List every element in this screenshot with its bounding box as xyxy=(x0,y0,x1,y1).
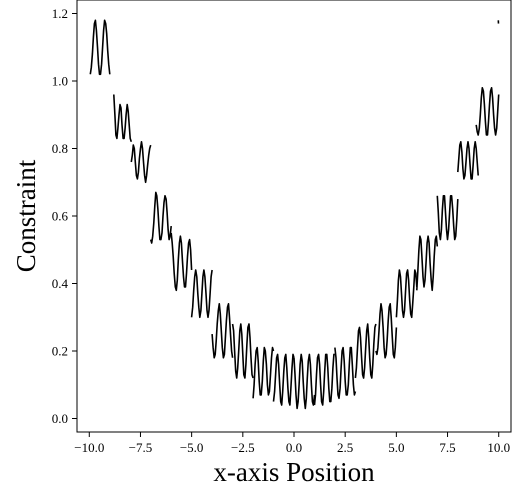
series-segment-9 xyxy=(252,346,275,399)
series-segment-17 xyxy=(416,235,439,292)
series-segment-19 xyxy=(457,141,479,180)
series-segment-20 xyxy=(475,87,500,136)
y-tick-label: 1.2 xyxy=(52,6,68,21)
x-tick-label: −10.0 xyxy=(74,440,104,455)
x-tick-label: −7.5 xyxy=(129,440,153,455)
series-segment-15 xyxy=(375,303,398,359)
y-tick-label: 0.6 xyxy=(52,209,69,224)
x-tick-label: 0.0 xyxy=(286,440,302,455)
y-tick-label: 0.2 xyxy=(52,344,68,359)
series-segment-18 xyxy=(436,195,459,241)
x-axis-ticks: −10.0 −7.5 −5.0 −2.5 0.0 2.5 5.0 7.5 10.0 xyxy=(74,432,510,455)
series-segment-14 xyxy=(354,323,377,379)
y-tick-label: 0.0 xyxy=(52,411,68,426)
y-axis-label: Constraint xyxy=(11,159,41,272)
series-segment-13 xyxy=(334,346,357,400)
y-axis-ticks: 0.0 0.2 0.4 0.6 0.8 1.0 1.2 xyxy=(52,6,77,426)
series-segment-5 xyxy=(170,232,193,292)
x-tick-label: 7.5 xyxy=(439,440,455,455)
series-segment-7 xyxy=(211,303,234,359)
x-tick-label: −5.0 xyxy=(180,440,204,455)
series-segment-10 xyxy=(272,353,295,406)
x-tick-label: 5.0 xyxy=(388,440,404,455)
series-segment-16 xyxy=(395,269,418,319)
series-lines xyxy=(89,19,500,410)
y-tick-label: 0.4 xyxy=(52,276,69,291)
x-tick-label: −2.5 xyxy=(231,440,255,455)
x-axis-label: x-axis Position xyxy=(213,457,375,487)
series-segment-11 xyxy=(293,353,316,410)
x-tick-label: 2.5 xyxy=(337,440,353,455)
series-segment-2 xyxy=(113,94,133,143)
x-tick-label: 10.0 xyxy=(487,440,510,455)
series-segment-1 xyxy=(89,19,111,76)
series-segment-4 xyxy=(149,191,172,244)
series-segment-12 xyxy=(313,353,335,406)
series-segment-3 xyxy=(130,141,152,184)
y-tick-label: 1.0 xyxy=(52,74,68,89)
series-segment-8 xyxy=(231,323,254,379)
series-segment-6 xyxy=(190,269,213,319)
y-tick-label: 0.8 xyxy=(52,141,68,156)
